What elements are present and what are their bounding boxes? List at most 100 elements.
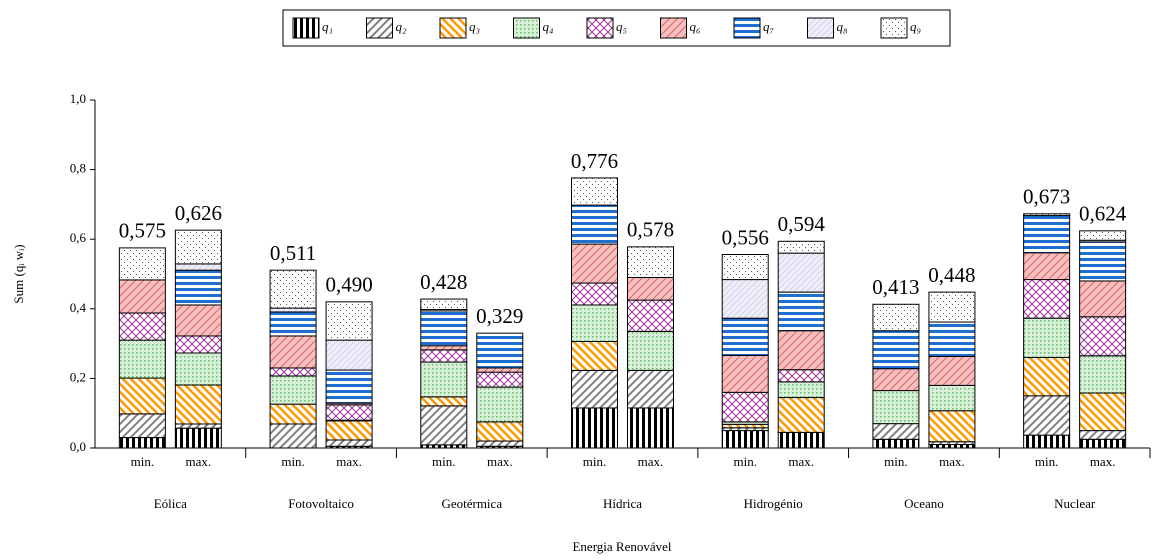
bar-segment bbox=[118, 413, 166, 439]
bar-segment bbox=[928, 321, 976, 357]
bar-segment bbox=[476, 371, 524, 388]
total-label: 0,594 bbox=[778, 212, 826, 236]
bar-segment bbox=[928, 444, 976, 449]
bar-segment bbox=[1023, 279, 1071, 319]
bar-segment bbox=[1023, 317, 1071, 359]
bar-segment bbox=[420, 298, 468, 310]
bar-segment bbox=[721, 317, 769, 356]
legend-swatch bbox=[439, 17, 467, 39]
bar-segment bbox=[476, 332, 524, 369]
bar-segment bbox=[1079, 241, 1127, 282]
bar-segment bbox=[777, 369, 825, 383]
legend-swatch bbox=[586, 17, 614, 39]
legend-swatch bbox=[513, 17, 540, 39]
bar-segment bbox=[420, 396, 468, 407]
bar-segment bbox=[269, 335, 317, 369]
x-tick-label: max. bbox=[638, 454, 664, 469]
y-axis-title: Sum (qᵢ wᵢ) bbox=[11, 244, 26, 303]
bar-segment bbox=[571, 407, 618, 449]
x-tick-label: max. bbox=[1090, 454, 1116, 469]
bar-segment bbox=[872, 368, 920, 392]
total-label: 0,673 bbox=[1023, 185, 1070, 209]
bar-segment bbox=[1023, 434, 1071, 449]
x-tick-label: max. bbox=[788, 454, 814, 469]
group-label: Hídrica bbox=[603, 496, 642, 511]
y-tick-label: 0,8 bbox=[70, 161, 86, 176]
bar-segment bbox=[174, 352, 222, 386]
bar-segment bbox=[1079, 438, 1127, 449]
bar-segment bbox=[777, 330, 825, 371]
legend-label: q₁ bbox=[322, 19, 333, 34]
bar-segment bbox=[118, 247, 166, 281]
bar-segment bbox=[269, 423, 317, 449]
x-tick-label: min. bbox=[131, 454, 154, 469]
legend-swatch bbox=[880, 17, 908, 39]
bar-segment bbox=[777, 431, 825, 449]
legend-label: q₇ bbox=[763, 19, 775, 34]
legend-box bbox=[282, 9, 951, 47]
bar-segment bbox=[420, 345, 468, 351]
bar-segment bbox=[118, 437, 166, 449]
bar-segment bbox=[1079, 392, 1127, 432]
bar-segment bbox=[627, 369, 674, 409]
bar-segment bbox=[420, 405, 468, 446]
bar-segment bbox=[174, 304, 222, 337]
bar-segment bbox=[777, 240, 825, 254]
x-tick-label: min. bbox=[432, 454, 455, 469]
total-label: 0,575 bbox=[119, 219, 166, 243]
total-label: 0,511 bbox=[270, 241, 316, 265]
group-label: Eólica bbox=[154, 496, 187, 511]
bar-segment bbox=[1079, 230, 1127, 241]
x-tick-label: min. bbox=[583, 454, 606, 469]
bar-segment bbox=[928, 410, 976, 443]
legend-label: q₆ bbox=[690, 19, 701, 34]
bar-segment bbox=[571, 304, 618, 343]
bar-segment bbox=[1023, 395, 1071, 436]
bar-segment bbox=[777, 291, 825, 332]
legend-swatch bbox=[292, 17, 320, 39]
bar-segment bbox=[325, 369, 373, 404]
bar-segment bbox=[269, 311, 317, 337]
y-tick-label: 0,2 bbox=[70, 369, 86, 384]
bar-segment bbox=[721, 391, 769, 423]
x-tick-label: min. bbox=[733, 454, 756, 469]
bar-segment bbox=[571, 204, 618, 245]
group-label: Fotovoltaico bbox=[288, 496, 354, 511]
bar-segment bbox=[777, 381, 825, 399]
bar-segment bbox=[269, 269, 317, 309]
bar-segment bbox=[174, 335, 222, 354]
bar-segment bbox=[325, 439, 373, 447]
bar-segment bbox=[174, 263, 222, 271]
bar-segment bbox=[1023, 215, 1071, 254]
x-tick-label: max. bbox=[336, 454, 362, 469]
y-tick-label: 0,4 bbox=[70, 300, 87, 315]
bar-segment bbox=[1079, 355, 1127, 394]
bar-segment bbox=[269, 375, 317, 405]
bar-segment bbox=[269, 307, 317, 313]
bar-segment bbox=[872, 438, 920, 449]
bar-segment bbox=[721, 430, 769, 449]
bar-segment bbox=[420, 361, 468, 398]
bar-segment bbox=[1023, 357, 1071, 397]
bar-segment bbox=[1023, 213, 1071, 217]
x-tick-label: max. bbox=[487, 454, 513, 469]
x-tick-label: min. bbox=[1035, 454, 1058, 469]
bar-segment bbox=[269, 367, 317, 377]
bar-segment bbox=[571, 177, 618, 206]
y-tick-label: 0,0 bbox=[70, 439, 86, 454]
x-axis-title: Energia Renovável bbox=[572, 539, 671, 554]
bar-segment bbox=[325, 301, 373, 341]
bar-segment bbox=[928, 291, 976, 323]
bar-segment bbox=[269, 403, 317, 425]
bar-segment bbox=[928, 384, 976, 412]
y-tick-label: 0,6 bbox=[70, 230, 87, 245]
bar-segment bbox=[872, 330, 920, 370]
bar-segment bbox=[1023, 252, 1071, 281]
bar-segment bbox=[627, 330, 674, 371]
legend-label: q₂ bbox=[396, 19, 408, 34]
bar-segment bbox=[721, 354, 769, 393]
bar-segment bbox=[476, 421, 524, 442]
bar-segment bbox=[118, 377, 166, 415]
total-label: 0,776 bbox=[571, 149, 618, 173]
